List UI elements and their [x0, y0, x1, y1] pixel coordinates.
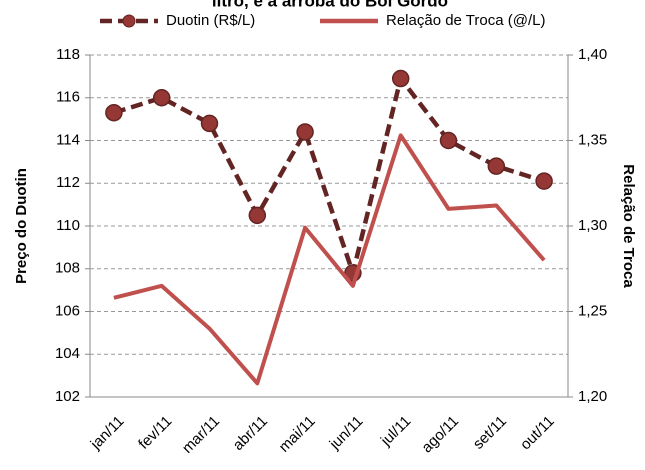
- x-tick-label: ago/11: [418, 413, 462, 457]
- y-tick-label: 106: [55, 302, 80, 319]
- y2-tick-label: 1,25: [578, 302, 607, 319]
- x-tick-label: jun/11: [326, 413, 367, 454]
- y-tick-label: 110: [56, 217, 80, 234]
- x-tick-label: fev/11: [135, 413, 175, 453]
- x-tick-label: jan/11: [87, 413, 128, 454]
- y-tick-label: 118: [56, 46, 80, 63]
- point: [152, 89, 171, 107]
- y2-tick-label: 1,20: [578, 388, 607, 405]
- y-tick-label: 116: [56, 89, 80, 106]
- series-line: [113, 76, 545, 276]
- y-tick-label: 112: [56, 174, 80, 191]
- y2-tick-label: 1,35: [578, 131, 607, 148]
- legend-label: Duotin (R$/L): [166, 12, 255, 29]
- x-tick-label: abr/11: [230, 413, 271, 454]
- y2-tick-label: 1,40: [578, 46, 607, 63]
- point: [391, 69, 410, 88]
- chart-title: litro, e a arroba do Boi Gordo: [212, 0, 448, 10]
- point: [248, 206, 267, 225]
- legend-label: Relação de Troca (@/L): [386, 12, 545, 29]
- y2-tick-label: 1,30: [578, 217, 607, 234]
- x-tick-label: mar/11: [179, 413, 223, 457]
- y2-axis-title: Relação de Troca: [620, 164, 637, 288]
- x-tick-label: jul/11: [377, 413, 414, 450]
- point: [200, 114, 219, 133]
- y-tick-label: 114: [56, 131, 80, 148]
- y-tick-label: 108: [55, 260, 80, 277]
- series-line: [113, 133, 546, 386]
- x-tick-label: set/11: [470, 413, 510, 453]
- y-tick-label: 104: [55, 345, 80, 362]
- point: [535, 172, 553, 190]
- x-tick-label: mai/11: [276, 413, 319, 456]
- y-axis-title: Preço do Duotin: [13, 168, 30, 284]
- point: [487, 157, 506, 175]
- x-tick-label: out/11: [517, 413, 558, 454]
- point: [105, 103, 123, 122]
- point: [439, 131, 458, 150]
- legend-marker: [122, 14, 136, 28]
- point: [296, 123, 314, 141]
- y-tick-label: 102: [55, 388, 80, 405]
